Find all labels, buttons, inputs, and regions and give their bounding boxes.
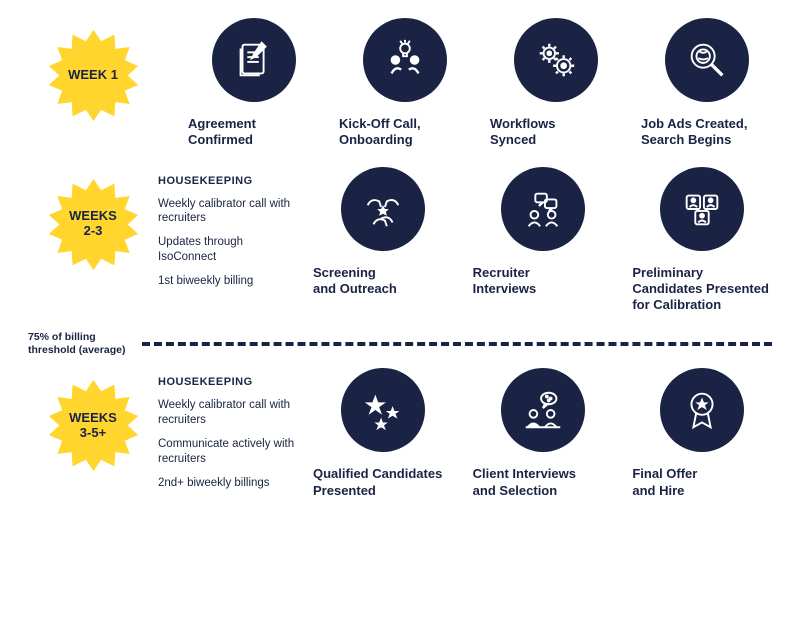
housekeeping-item: Communicate actively with recruiters	[158, 437, 301, 466]
step-preliminary-candidates: Preliminary Candidates Presented for Cal…	[632, 167, 772, 314]
step-screening: Screening and Outreach	[313, 167, 453, 314]
housekeeping-item: Weekly calibrator call with recruiters	[158, 197, 301, 226]
document-icon	[212, 18, 296, 102]
housekeeping-title: HOUSEKEEPING	[158, 376, 301, 388]
award-icon	[660, 368, 744, 452]
badge-column: WEEKS 2-3	[28, 167, 158, 272]
housekeeping-item: 1st biweekly billing	[158, 274, 301, 288]
steps-row-1: Agreement Confirmed Kick-Off Call, Onboa…	[188, 18, 772, 149]
week-badge-label: WEEKS 3-5+	[69, 411, 117, 441]
timeline-row-weeks23: WEEKS 2-3 HOUSEKEEPING Weekly calibrator…	[28, 167, 772, 314]
timeline-row-week1: WEEK 1 Agreement Confirmed	[28, 18, 772, 149]
step-label: Agreement Confirmed	[188, 116, 319, 149]
housekeeping-title: HOUSEKEEPING	[158, 175, 301, 187]
step-label: Screening and Outreach	[313, 265, 453, 298]
hands-star-icon	[341, 167, 425, 251]
steps-row-3: Qualified Candidates Presented Client In…	[313, 368, 772, 499]
interview-chat-icon	[501, 167, 585, 251]
step-jobads: Job Ads Created, Search Begins	[641, 18, 772, 149]
step-workflows: Workflows Synced	[490, 18, 621, 149]
week-badge: WEEK 1	[46, 28, 141, 123]
badge-column: WEEK 1	[28, 18, 158, 123]
badge-column: WEEKS 3-5+	[28, 368, 158, 473]
threshold-label: 75% of billing threshold (average)	[28, 331, 136, 356]
magnifier-globe-icon	[665, 18, 749, 102]
step-label: Job Ads Created, Search Begins	[641, 116, 772, 149]
step-agreement: Agreement Confirmed	[188, 18, 319, 149]
step-label: Final Offer and Hire	[632, 466, 772, 499]
dashed-line-icon	[142, 342, 772, 346]
step-final-offer: Final Offer and Hire	[632, 368, 772, 499]
housekeeping-block: HOUSEKEEPING Weekly calibrator call with…	[158, 368, 313, 500]
gears-icon	[514, 18, 598, 102]
threshold-divider: 75% of billing threshold (average)	[28, 331, 772, 356]
housekeeping-item: Updates through IsoConnect	[158, 235, 301, 264]
week-badge-label: WEEK 1	[68, 68, 118, 83]
step-kickoff: Kick-Off Call, Onboarding	[339, 18, 470, 149]
steps-row-2: Screening and Outreach Recruiter Intervi…	[313, 167, 772, 314]
step-label: Workflows Synced	[490, 116, 621, 149]
step-label: Recruiter Interviews	[473, 265, 613, 298]
step-client-interviews: Client Interviews and Selection	[473, 368, 613, 499]
step-qualified-candidates: Qualified Candidates Presented	[313, 368, 453, 499]
candidate-cards-icon	[660, 167, 744, 251]
housekeeping-item: Weekly calibrator call with recruiters	[158, 398, 301, 427]
stars-icon	[341, 368, 425, 452]
client-interview-icon	[501, 368, 585, 452]
week-badge: WEEKS 3-5+	[46, 378, 141, 473]
idea-hands-icon	[363, 18, 447, 102]
housekeeping-block: HOUSEKEEPING Weekly calibrator call with…	[158, 167, 313, 299]
housekeeping-item: 2nd+ biweekly billings	[158, 476, 301, 490]
timeline-row-weeks35: WEEKS 3-5+ HOUSEKEEPING Weekly calibrato…	[28, 368, 772, 500]
week-badge-label: WEEKS 2-3	[69, 209, 117, 239]
step-recruiter-interviews: Recruiter Interviews	[473, 167, 613, 314]
step-label: Qualified Candidates Presented	[313, 466, 453, 499]
week-badge: WEEKS 2-3	[46, 177, 141, 272]
step-label: Preliminary Candidates Presented for Cal…	[632, 265, 772, 314]
step-label: Client Interviews and Selection	[473, 466, 613, 499]
step-label: Kick-Off Call, Onboarding	[339, 116, 470, 149]
